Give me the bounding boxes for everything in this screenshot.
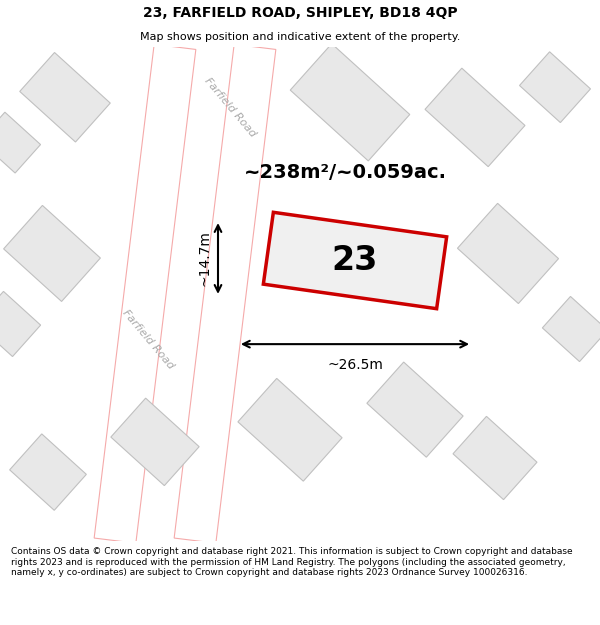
Polygon shape [94, 44, 196, 543]
Polygon shape [10, 434, 86, 510]
Text: Map shows position and indicative extent of the property.: Map shows position and indicative extent… [140, 31, 460, 41]
Polygon shape [0, 291, 41, 356]
Text: Farfield Road: Farfield Road [202, 76, 257, 139]
Polygon shape [111, 398, 199, 486]
Polygon shape [20, 52, 110, 142]
Polygon shape [238, 378, 342, 481]
Text: ~238m²/~0.059ac.: ~238m²/~0.059ac. [244, 163, 446, 182]
Text: ~14.7m: ~14.7m [198, 231, 212, 286]
Polygon shape [425, 68, 525, 167]
Polygon shape [367, 362, 463, 458]
Text: Contains OS data © Crown copyright and database right 2021. This information is : Contains OS data © Crown copyright and d… [11, 548, 572, 577]
Polygon shape [263, 213, 446, 309]
Polygon shape [0, 112, 41, 173]
Polygon shape [4, 206, 100, 301]
Polygon shape [453, 416, 537, 499]
Text: 23: 23 [332, 244, 378, 277]
Text: Farfield Road: Farfield Road [121, 308, 176, 371]
Text: 23, FARFIELD ROAD, SHIPLEY, BD18 4QP: 23, FARFIELD ROAD, SHIPLEY, BD18 4QP [143, 6, 457, 20]
Text: ~26.5m: ~26.5m [327, 358, 383, 372]
Polygon shape [174, 44, 276, 543]
Polygon shape [457, 203, 559, 304]
Polygon shape [290, 44, 410, 161]
Polygon shape [542, 296, 600, 362]
Polygon shape [520, 52, 590, 122]
